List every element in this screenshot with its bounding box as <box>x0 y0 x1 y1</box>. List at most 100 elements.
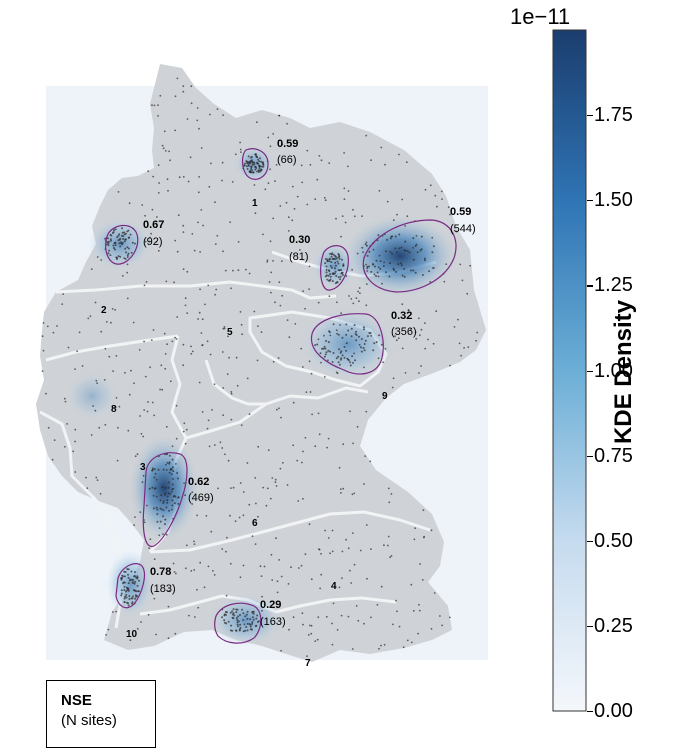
site-dot <box>251 621 254 623</box>
site-dot <box>157 249 160 252</box>
site-dot <box>209 113 211 116</box>
site-dot <box>253 184 256 186</box>
site-dot <box>324 347 327 350</box>
site-dot <box>198 176 201 178</box>
site-dot <box>296 459 299 462</box>
site-dot <box>87 317 90 320</box>
site-dot <box>246 377 249 380</box>
cluster-count: (544) <box>450 223 476 235</box>
site-dot <box>162 468 165 471</box>
site-dot <box>112 244 115 247</box>
site-dot <box>231 181 234 183</box>
site-dot <box>182 176 185 178</box>
colorbar-tick-mark <box>587 200 593 202</box>
site-dot <box>320 159 323 162</box>
site-dot <box>418 334 421 337</box>
site-dot <box>366 270 369 272</box>
site-dot <box>123 589 126 591</box>
site-dot <box>314 344 317 347</box>
site-dot <box>171 488 174 491</box>
site-dot <box>239 623 242 626</box>
site-dot <box>155 633 158 636</box>
site-dot <box>337 262 340 265</box>
site-dot <box>127 576 130 579</box>
site-dot <box>123 570 126 573</box>
site-dot <box>262 233 264 236</box>
site-dot <box>225 550 227 553</box>
site-dot <box>434 194 437 197</box>
site-dot <box>85 476 87 479</box>
site-dot <box>193 540 195 543</box>
site-dot <box>214 243 217 246</box>
site-dot <box>243 623 246 626</box>
site-dot <box>349 361 351 364</box>
site-dot <box>358 335 360 338</box>
site-dot <box>254 153 257 156</box>
site-dot <box>418 603 420 606</box>
site-dot <box>251 611 254 614</box>
cluster-nse: 0.30 <box>289 234 310 246</box>
site-dot <box>245 165 248 168</box>
site-dot <box>164 150 167 152</box>
site-dot <box>193 543 196 545</box>
site-dot <box>320 552 322 555</box>
site-dot <box>460 354 462 357</box>
site-dot <box>236 623 239 626</box>
region-numbers: 1 2 3 4 5 6 7 8 9 10 <box>101 198 388 669</box>
site-dot <box>127 602 130 605</box>
site-dot <box>297 500 300 502</box>
site-dot <box>386 238 388 241</box>
site-dot <box>182 231 185 234</box>
site-dot <box>173 502 176 505</box>
site-dot <box>128 579 131 582</box>
site-dot <box>127 236 130 239</box>
site-dot <box>287 583 290 585</box>
site-dot <box>324 353 327 356</box>
site-dot <box>133 382 135 385</box>
site-dot <box>380 146 383 149</box>
site-dot <box>249 160 252 162</box>
site-dot <box>378 189 381 192</box>
site-dot <box>269 145 272 148</box>
site-dot <box>67 346 70 349</box>
site-dot <box>347 358 349 361</box>
site-dot <box>168 509 171 512</box>
site-dot <box>126 254 129 257</box>
site-dot <box>323 355 326 358</box>
site-dot <box>136 577 139 580</box>
site-dot <box>319 587 321 590</box>
site-dot <box>232 608 235 611</box>
site-dot <box>118 242 121 245</box>
site-dot <box>185 544 188 547</box>
site-dot <box>355 605 358 607</box>
site-dot <box>270 271 273 274</box>
site-dot <box>206 340 209 343</box>
cluster-contour <box>214 602 262 644</box>
site-dot <box>270 553 273 556</box>
site-dot <box>164 518 167 521</box>
site-dot <box>365 410 368 413</box>
region-number: 9 <box>382 391 388 402</box>
site-dot <box>337 333 340 336</box>
site-dot <box>145 281 148 283</box>
site-dot <box>256 614 259 617</box>
site-dot <box>357 619 360 622</box>
site-dot <box>358 300 360 303</box>
site-dot <box>359 292 361 294</box>
site-dot <box>239 311 242 313</box>
site-dot <box>418 372 420 374</box>
site-dot <box>395 339 398 342</box>
site-dot <box>376 603 379 606</box>
site-dot <box>318 155 321 157</box>
site-dot <box>107 242 110 245</box>
site-dot <box>262 486 265 489</box>
site-dot <box>182 430 185 433</box>
site-dot <box>356 425 359 428</box>
site-dot <box>241 608 243 611</box>
site-dot <box>348 295 350 297</box>
site-dot <box>377 275 380 278</box>
site-dot <box>125 596 128 599</box>
cluster-nse: 0.67 <box>143 219 164 231</box>
site-dot <box>422 509 425 512</box>
